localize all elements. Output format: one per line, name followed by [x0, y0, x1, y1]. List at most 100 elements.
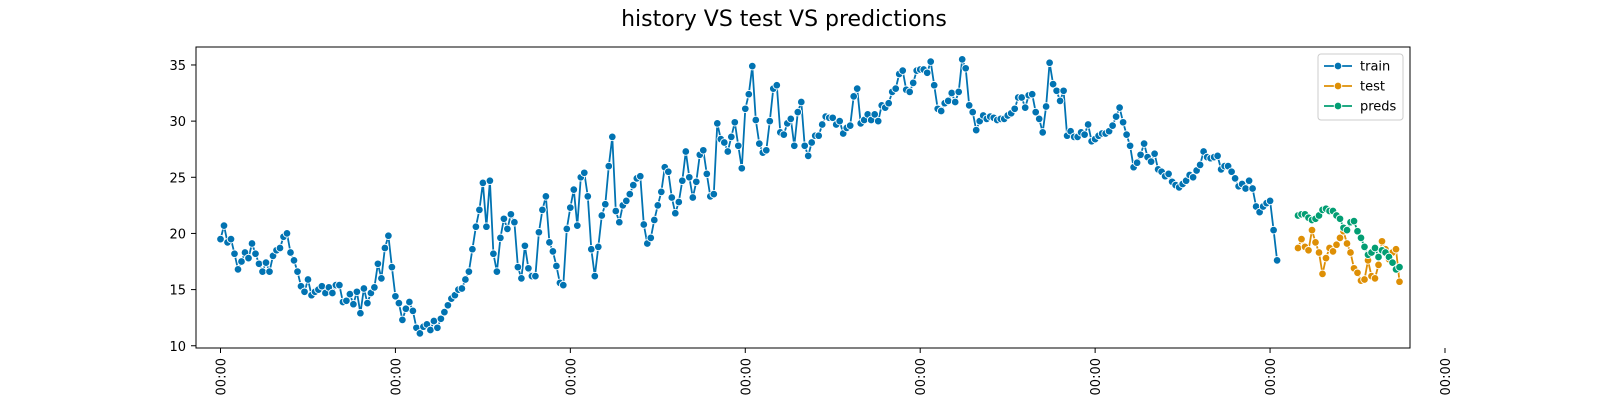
data-point-preds [1353, 226, 1362, 236]
data-point-test [1377, 237, 1387, 246]
data-point-train [405, 297, 414, 307]
data-point-train [702, 169, 712, 179]
data-point-train [503, 224, 512, 234]
data-point-train [1115, 103, 1124, 112]
data-point-train [415, 329, 425, 338]
data-point-train [545, 238, 554, 247]
data-point-test [1391, 244, 1401, 254]
data-point-train [688, 193, 698, 202]
data-point-train [786, 114, 796, 124]
data-point-test [1311, 238, 1320, 247]
data-point-train [363, 298, 372, 308]
data-point-train [1048, 79, 1058, 89]
data-point-train [1136, 150, 1145, 160]
data-point-train [699, 146, 708, 155]
data-point-train [737, 164, 747, 173]
data-point-train [380, 243, 390, 253]
data-point-train [408, 306, 418, 316]
data-point-train [961, 64, 970, 73]
data-point-preds [1395, 262, 1404, 272]
data-point-train [517, 274, 526, 283]
data-point-train [1108, 121, 1117, 130]
data-point-train [762, 146, 771, 155]
data-point-train [1034, 114, 1044, 124]
data-point-train [1052, 86, 1061, 96]
data-point-train [720, 138, 729, 147]
data-point-train [845, 121, 855, 130]
data-point-test [1360, 275, 1369, 284]
data-point-train [947, 88, 956, 98]
data-point-train [1139, 139, 1149, 148]
data-point-train [1230, 174, 1240, 183]
data-point-train [496, 233, 505, 243]
data-point-train [1150, 149, 1159, 158]
data-point-train [741, 104, 750, 114]
data-point-train [499, 214, 509, 224]
data-point-train [1227, 167, 1236, 176]
data-point-train [384, 231, 393, 240]
data-point-test [1346, 248, 1355, 257]
data-point-train [957, 55, 967, 64]
data-point-test [1293, 243, 1303, 253]
data-point-train [461, 275, 470, 284]
data-point-train [1269, 225, 1278, 235]
data-point-train [590, 271, 600, 281]
data-point-train [954, 87, 963, 97]
data-point-train [681, 147, 691, 156]
data-point-train [971, 125, 981, 135]
legend-label: test [1360, 80, 1385, 95]
data-point-train [601, 199, 610, 209]
data-point-train [258, 267, 267, 276]
data-point-train [1164, 169, 1173, 179]
data-point-train [772, 80, 782, 90]
data-point-train [692, 177, 701, 187]
y-tick-label: 25 [169, 171, 186, 186]
data-point-train [468, 244, 477, 254]
data-point-train [678, 176, 687, 185]
x-axis: 00:00 00:00 00:00 00:00 00:00 00:00 00:00 00:00 [214, 348, 1454, 395]
data-point-train [254, 259, 264, 269]
data-point-train [219, 221, 229, 230]
data-point-train [443, 301, 453, 310]
data-point-preds [1360, 242, 1369, 252]
x-tick-label: 00:00 [914, 358, 929, 395]
data-point-train [636, 171, 645, 181]
data-point-train [814, 131, 823, 140]
data-point-train [685, 173, 694, 182]
data-point-train [541, 192, 551, 201]
data-point-train [359, 284, 369, 293]
data-point-train [873, 116, 883, 126]
data-point-train [506, 210, 516, 219]
data-point-train [293, 267, 302, 276]
data-point-preds [1335, 214, 1345, 224]
data-point-train [342, 296, 351, 306]
data-point-train [1125, 141, 1135, 151]
data-point-train [548, 247, 558, 256]
data-point-train [852, 84, 862, 93]
data-point-train [1118, 118, 1128, 127]
data-point-train [622, 196, 631, 206]
legend-label: train [1360, 60, 1390, 75]
data-point-train [748, 61, 757, 71]
data-point-preds [1356, 233, 1366, 243]
data-point-train [531, 271, 540, 281]
data-point-train [835, 116, 844, 126]
data-point-train [237, 257, 246, 266]
data-point-train [300, 287, 309, 297]
data-point-train [1244, 176, 1254, 185]
data-point-train [373, 259, 383, 269]
data-point-test [1318, 269, 1327, 279]
data-point-test [1353, 268, 1362, 278]
legend-item-test: test [1324, 80, 1385, 95]
data-point-train [569, 185, 579, 194]
data-point-test [1370, 274, 1380, 283]
data-point-train [471, 222, 481, 231]
x-tick-label: 00:00 [214, 358, 229, 395]
data-point-train [1241, 184, 1250, 193]
chart-title: history VS test VS predictions [621, 7, 947, 32]
data-point-train [615, 217, 624, 227]
x-tick-label: 00:00 [1439, 358, 1454, 395]
data-point-train [639, 220, 649, 229]
data-point-train [650, 215, 659, 225]
